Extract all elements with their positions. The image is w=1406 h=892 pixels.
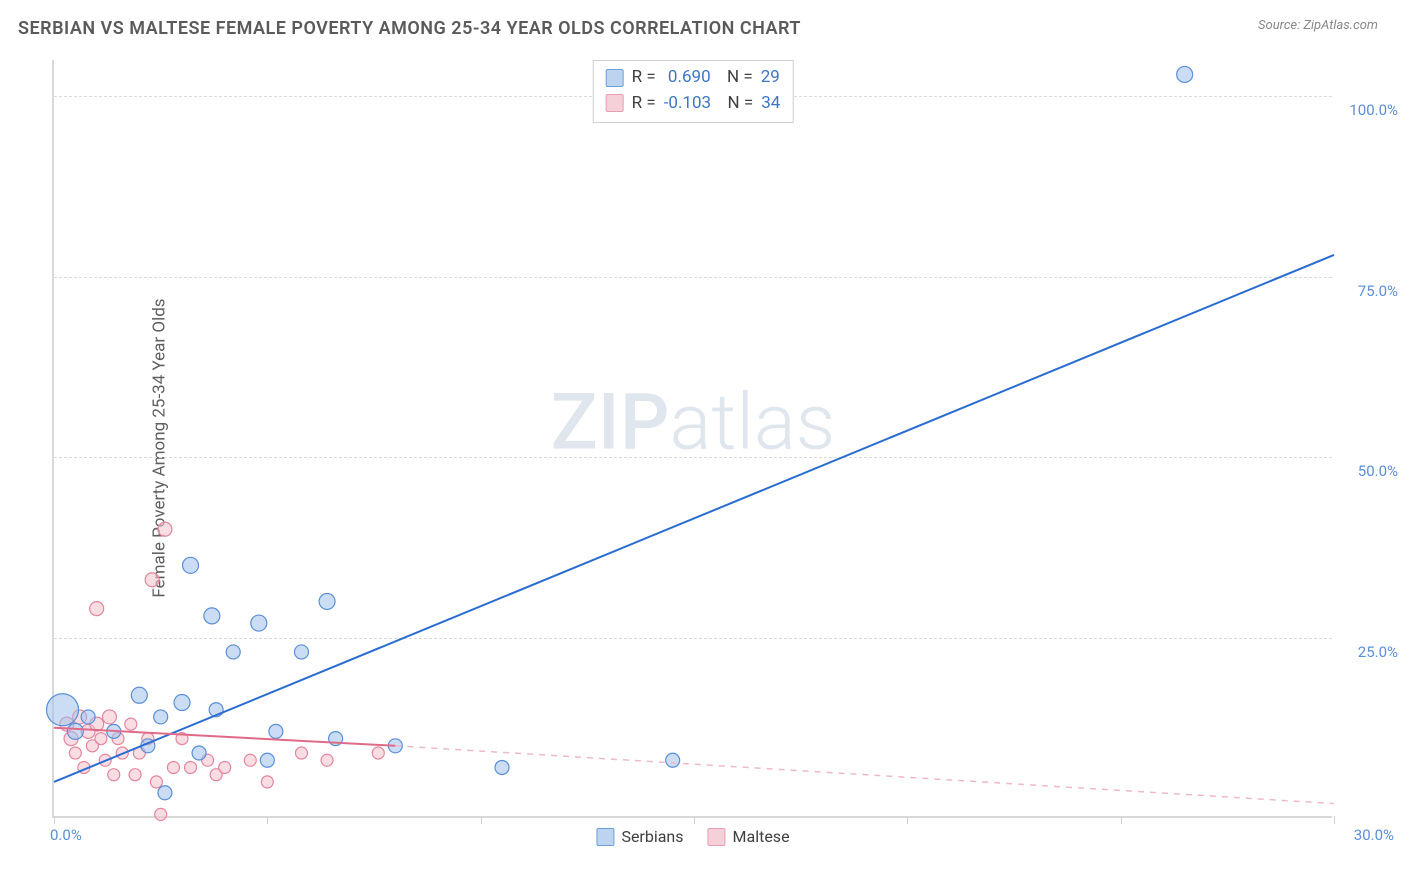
data-point: [150, 776, 162, 788]
x-axis-min-label: 0.0%: [50, 826, 82, 844]
data-point: [158, 786, 172, 800]
data-point: [47, 694, 79, 726]
y-tick-label: 50.0%: [1358, 462, 1398, 480]
plot-area: ZIPatlas 25.0%50.0%75.0%100.0% 0.0% 30.0…: [52, 60, 1332, 818]
legend-label-maltese: Maltese: [733, 827, 790, 846]
data-point: [294, 645, 308, 659]
data-point: [145, 573, 159, 587]
data-point: [495, 760, 509, 774]
legend-item-maltese: Maltese: [708, 827, 790, 846]
chart-title: SERBIAN VS MALTESE FEMALE POVERTY AMONG …: [18, 18, 801, 39]
data-point: [67, 723, 83, 739]
data-point: [666, 753, 680, 767]
data-point: [219, 761, 231, 773]
y-tick-label: 25.0%: [1358, 643, 1398, 661]
data-point: [192, 746, 206, 760]
data-point: [244, 754, 256, 766]
legend-item-serbians: Serbians: [596, 827, 683, 846]
y-tick-label: 75.0%: [1358, 282, 1398, 300]
legend-swatch-maltese-icon: [708, 828, 726, 846]
data-point: [260, 753, 274, 767]
data-point: [261, 776, 273, 788]
data-point: [226, 645, 240, 659]
data-point: [167, 761, 179, 773]
data-point: [295, 747, 307, 759]
data-point: [131, 687, 147, 703]
header: SERBIAN VS MALTESE FEMALE POVERTY AMONG …: [0, 0, 1406, 47]
data-point: [174, 694, 190, 710]
data-point: [185, 761, 197, 773]
data-point: [102, 710, 116, 724]
data-point: [108, 769, 120, 781]
data-point: [319, 593, 335, 609]
data-point: [204, 608, 220, 624]
data-point: [81, 710, 95, 724]
chart-container: Female Poverty Among 25-34 Year Olds ZIP…: [18, 48, 1388, 848]
legend-label-serbians: Serbians: [621, 827, 683, 846]
legend-swatch-serbians-icon: [596, 828, 614, 846]
data-point: [269, 724, 283, 738]
data-point: [90, 602, 104, 616]
data-point: [69, 747, 81, 759]
source-attribution: Source: ZipAtlas.com: [1258, 18, 1378, 33]
data-point: [125, 718, 137, 730]
data-point: [1177, 66, 1193, 82]
y-tick-label: 100.0%: [1349, 101, 1398, 119]
data-point: [251, 615, 267, 631]
data-point: [95, 733, 107, 745]
legend: Serbians Maltese: [596, 827, 789, 846]
data-point: [372, 747, 384, 759]
data-point: [183, 557, 199, 573]
scatter-svg: [54, 60, 1332, 816]
data-point: [158, 522, 172, 536]
x-axis-max-label: 30.0%: [1354, 826, 1394, 844]
data-point: [155, 808, 167, 820]
data-point: [129, 769, 141, 781]
data-point: [321, 754, 333, 766]
data-point: [154, 710, 168, 724]
